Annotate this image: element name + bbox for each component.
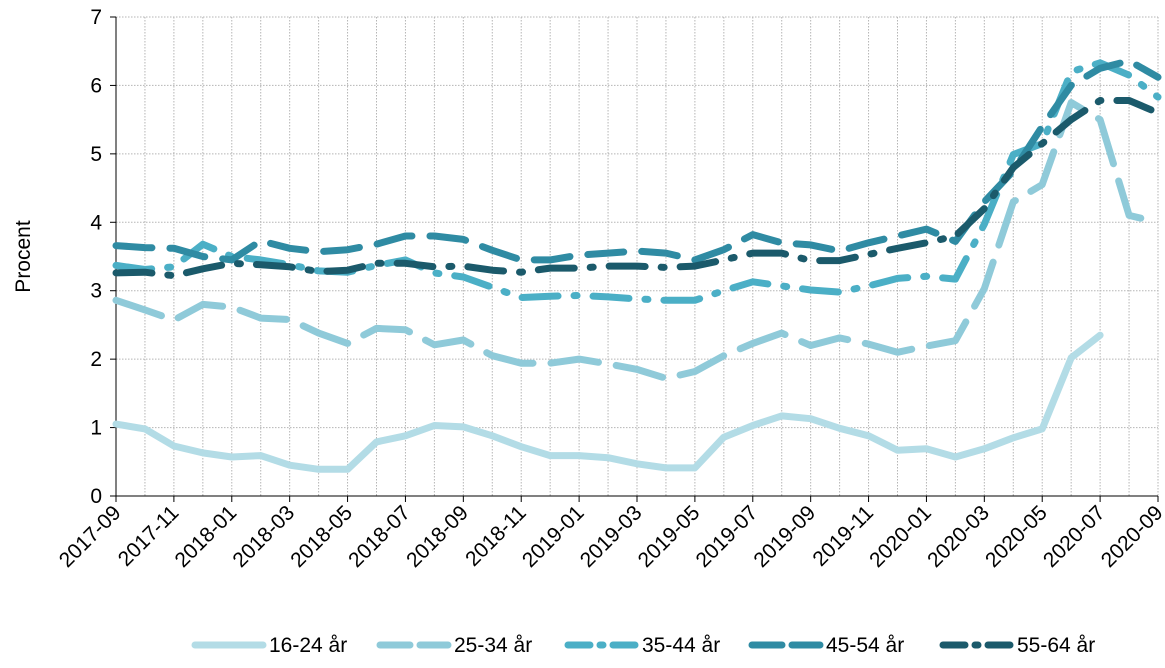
legend: 16-24 år 25-34 år 35-44 år 45-54 år 55-64 år (191, 634, 1095, 657)
y-tick-label: 0 (90, 485, 102, 508)
x-tick-label: 2018-03 (228, 501, 299, 572)
x-tick-label: 2019-01 (518, 501, 589, 572)
x-tick-label: 2019-07 (692, 501, 763, 572)
series-line-3 (112, 59, 1162, 304)
y-tick-label: 7 (90, 6, 102, 29)
y-tick-label: 5 (90, 143, 102, 166)
gridlines (116, 16, 1159, 496)
x-tick-label: 2019-11 (808, 501, 878, 571)
x-tick-label: 2020-01 (865, 501, 936, 572)
y-axis-title: Procent (12, 220, 35, 293)
legend-label-1: 16-24 år (269, 634, 347, 657)
x-tick-label: 2017-11 (114, 501, 184, 571)
y-tick-label: 6 (90, 74, 102, 97)
legend-label-5: 55-64 år (1017, 634, 1095, 657)
series-lines (112, 57, 1162, 473)
x-tick-label: 2019-09 (749, 501, 820, 572)
y-tick-label: 1 (90, 417, 102, 440)
x-tick-label: 2020-09 (1097, 501, 1165, 572)
x-tick-label: 2020-05 (981, 501, 1052, 572)
legend-label-4: 45-54 år (826, 634, 904, 657)
x-tick-label: 2018-11 (461, 501, 531, 571)
y-tick-label: 2 (90, 348, 102, 371)
x-tick-label: 2018-07 (344, 501, 415, 572)
axes (110, 16, 1159, 502)
y-axis-ticks: 0 1 2 3 4 5 6 7 (90, 6, 102, 508)
x-tick-label: 2020-03 (923, 501, 994, 572)
series-line-1 (112, 331, 1104, 473)
y-tick-label: 4 (90, 211, 102, 234)
x-tick-label: 2018-05 (286, 501, 357, 572)
legend-label-2: 25-34 år (454, 634, 532, 657)
series-line-4 (112, 57, 1162, 264)
series-line-2 (112, 99, 1162, 382)
x-tick-label: 2020-07 (1039, 501, 1110, 572)
x-tick-label: 2019-05 (634, 501, 705, 572)
legend-label-3: 35-44 år (642, 634, 720, 657)
y-tick-label: 3 (90, 280, 102, 303)
x-tick-label: 2018-09 (402, 501, 473, 572)
x-tick-label: 2019-03 (576, 501, 647, 572)
x-tick-label: 2018-01 (171, 501, 242, 572)
x-axis-ticks: 2017-092017-112018-012018-032018-052018-… (55, 501, 1165, 572)
x-tick-label: 2017-09 (55, 501, 126, 572)
series-line-5 (112, 97, 1162, 280)
